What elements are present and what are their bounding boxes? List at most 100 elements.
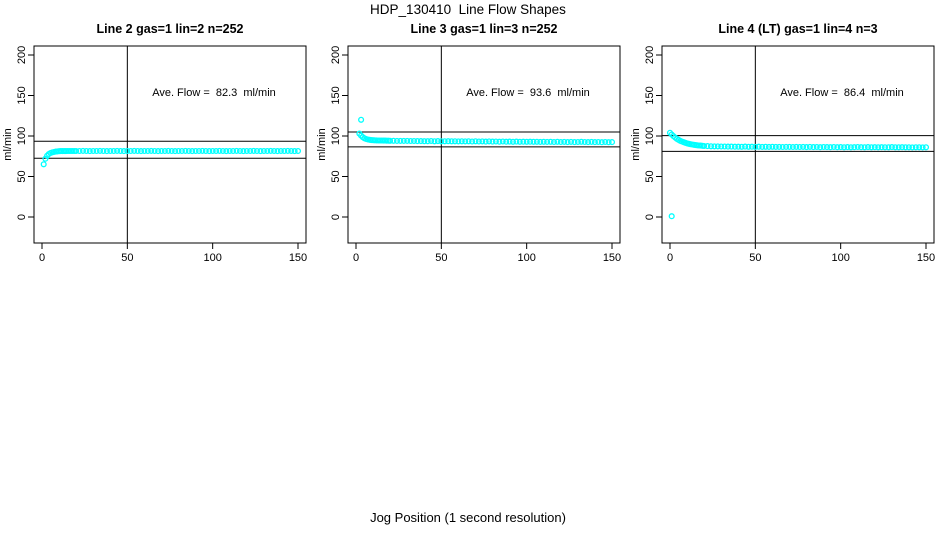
y-tick-label: 150 — [16, 86, 28, 104]
data-point — [861, 144, 868, 151]
data-point — [277, 147, 284, 155]
data-point — [141, 147, 148, 155]
data-point — [165, 147, 172, 154]
data-point — [755, 143, 762, 150]
data-point — [390, 137, 397, 144]
data-point — [506, 138, 513, 145]
data-point — [588, 138, 595, 145]
data-point — [547, 138, 554, 145]
data-point — [410, 137, 418, 145]
data-point — [199, 147, 206, 154]
data-point — [557, 138, 564, 146]
data-point — [110, 147, 117, 155]
data-point — [858, 144, 865, 151]
data-point — [605, 139, 612, 146]
data-point — [117, 147, 124, 155]
data-point — [550, 138, 558, 146]
data-point — [404, 137, 411, 144]
data-point — [178, 147, 185, 155]
data-point — [707, 143, 715, 150]
y-tick-label: 200 — [644, 46, 656, 64]
data-point — [414, 138, 421, 145]
y-tick-label: 150 — [644, 86, 656, 104]
data-point — [458, 138, 465, 145]
ave-flow-annotation: Ave. Flow = 82.3 ml/min — [152, 87, 276, 99]
data-point — [465, 138, 472, 145]
data-point — [274, 148, 281, 155]
data-point — [192, 147, 199, 155]
ave-flow-annotation: Ave. Flow = 86.4 ml/min — [780, 87, 904, 99]
data-point — [527, 138, 534, 145]
data-point — [124, 147, 131, 155]
data-point — [868, 144, 875, 151]
data-point — [721, 143, 728, 150]
data-point — [291, 148, 298, 155]
data-point — [783, 143, 790, 150]
data-point — [724, 143, 732, 150]
data-point — [107, 147, 114, 155]
data-point — [905, 144, 912, 151]
data-point — [434, 138, 441, 145]
data-point — [585, 139, 592, 146]
data-point — [209, 147, 216, 155]
data-point — [892, 144, 899, 151]
data-point — [148, 147, 155, 154]
data-point — [226, 147, 233, 155]
data-point — [701, 142, 708, 150]
data-point — [704, 143, 711, 150]
data-point — [281, 147, 288, 155]
data-point — [540, 138, 547, 145]
data-point — [516, 138, 523, 145]
x-tick-label: 150 — [603, 252, 621, 264]
x-tick-label: 150 — [289, 252, 307, 264]
data-point — [591, 139, 598, 146]
data-point — [509, 138, 517, 145]
data-point — [202, 147, 209, 155]
data-point — [668, 213, 675, 220]
data-point — [714, 143, 721, 150]
data-point — [230, 147, 237, 155]
data-point — [424, 138, 431, 145]
data-point — [847, 144, 854, 151]
data-point — [523, 138, 530, 145]
data-point — [79, 147, 87, 154]
x-tick-label: 100 — [517, 252, 535, 264]
data-point — [185, 147, 192, 155]
data-point — [728, 143, 735, 150]
y-tick-label: 100 — [16, 127, 28, 145]
data-point — [472, 138, 479, 145]
data-point — [803, 144, 810, 151]
data-point — [738, 143, 745, 150]
data-point — [830, 143, 837, 151]
data-point — [492, 138, 499, 145]
data-point — [813, 143, 820, 151]
data-point — [595, 138, 602, 146]
data-point — [267, 147, 274, 154]
data-point — [520, 138, 527, 145]
data-point — [875, 144, 882, 151]
data-point — [438, 138, 445, 145]
y-tick-label: 50 — [644, 170, 656, 182]
data-point — [144, 147, 151, 155]
data-point — [820, 143, 827, 151]
data-point — [608, 139, 616, 146]
y-tick-label: 200 — [16, 46, 28, 64]
data-point — [772, 143, 779, 150]
plots-canvas: Line 2 gas=1 lin=2 n=252 0 50 100 150 0 50 100 1… — [2, 22, 935, 264]
data-point — [533, 138, 540, 145]
panel-1: Line 2 gas=1 lin=2 n=252 0 50 100 150 0 50 100 1… — [2, 22, 307, 264]
data-point — [161, 147, 168, 155]
data-point — [158, 147, 165, 155]
data-point — [100, 147, 107, 155]
data-point — [240, 148, 247, 155]
data-point — [397, 137, 404, 144]
data-point — [189, 148, 196, 155]
data-point — [421, 138, 428, 145]
y-tick-label: 200 — [330, 46, 342, 64]
data-point — [182, 147, 189, 154]
panel-3: Line 4 (LT) gas=1 lin=4 n=3 0 50 100 150 0 50 1… — [630, 22, 935, 264]
data-point — [912, 144, 919, 151]
y-tick-label: 50 — [330, 170, 342, 182]
data-point — [73, 147, 80, 155]
